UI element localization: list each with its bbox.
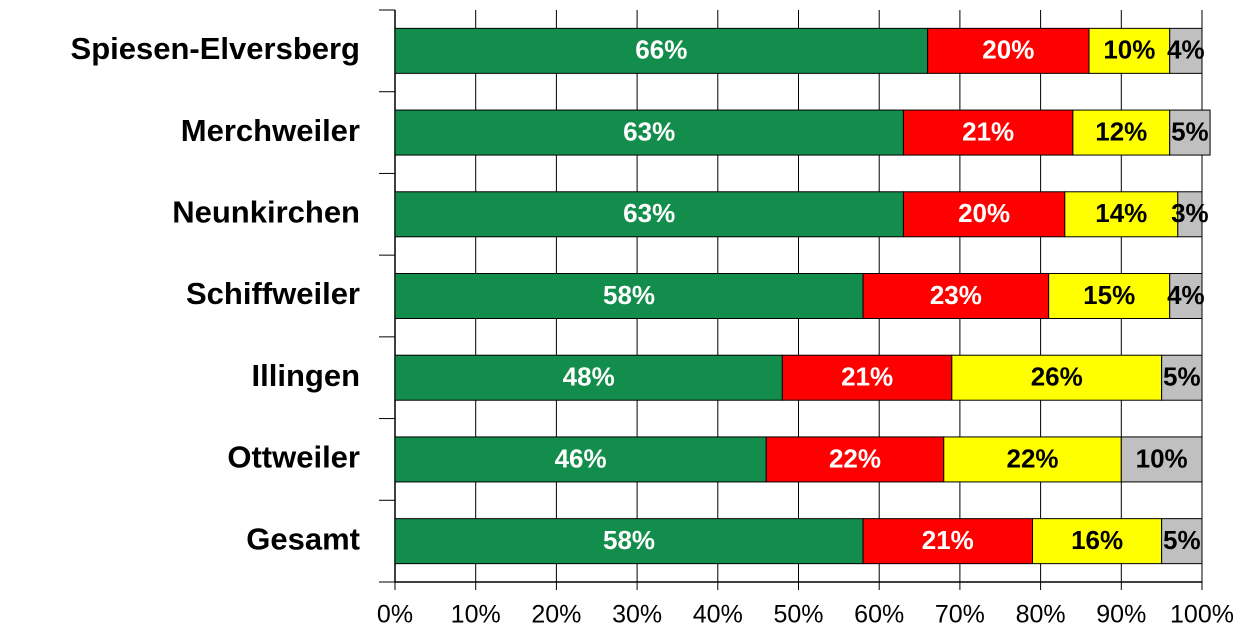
x-tick-label: 10% <box>451 601 501 629</box>
value-label: 58% <box>603 280 655 310</box>
x-tick-label: 60% <box>854 601 904 629</box>
value-label: 12% <box>1095 116 1147 146</box>
value-label: 15% <box>1083 280 1135 310</box>
value-label: 22% <box>1007 443 1059 473</box>
category-label: Schiffweiler <box>186 276 360 311</box>
value-label: 46% <box>555 443 607 473</box>
bar-segment <box>1169 109 1211 156</box>
value-label: 21% <box>922 525 974 555</box>
x-tick-label: 20% <box>531 601 581 629</box>
category-label: Spiesen-Elversberg <box>71 31 360 66</box>
value-label: 10% <box>1103 35 1155 65</box>
value-label: 63% <box>623 116 675 146</box>
value-label: 21% <box>962 116 1014 146</box>
bar-segment <box>927 27 1090 74</box>
category-label: Merchweiler <box>181 113 360 148</box>
bar-segment <box>943 436 1122 483</box>
category-label: Neunkirchen <box>172 194 360 229</box>
value-label: 20% <box>958 198 1010 228</box>
bar-segment <box>394 354 783 401</box>
bar-segment <box>1120 436 1203 483</box>
x-tick-label: 30% <box>612 601 662 629</box>
bar-segment <box>394 436 767 483</box>
bar-segment <box>1064 191 1179 238</box>
x-tick-label: 80% <box>1016 601 1066 629</box>
bar-segment <box>1032 518 1163 565</box>
value-label: 10% <box>1136 443 1188 473</box>
x-tick-label: 90% <box>1096 601 1146 629</box>
value-label: 5% <box>1163 362 1201 392</box>
value-label: 4% <box>1167 280 1205 310</box>
bar-segment <box>394 109 904 156</box>
bar-segment <box>1169 27 1203 74</box>
value-label: 66% <box>635 35 687 65</box>
value-label: 5% <box>1171 116 1209 146</box>
bar-segment <box>765 436 945 483</box>
bar-segment <box>394 27 929 74</box>
bar-segment <box>1088 27 1171 74</box>
value-label: 22% <box>829 443 881 473</box>
value-label: 26% <box>1031 362 1083 392</box>
category-label: Gesamt <box>246 521 360 556</box>
x-tick-label: 40% <box>693 601 743 629</box>
bar-segment <box>1161 354 1203 401</box>
bar-segment <box>1072 109 1171 156</box>
value-label: 63% <box>623 198 675 228</box>
category-label: Illingen <box>252 358 361 393</box>
bar-segment <box>1161 518 1203 565</box>
bar-segment <box>1177 191 1203 238</box>
value-label: 58% <box>603 525 655 555</box>
x-tick-label: 100% <box>1170 601 1234 629</box>
value-label: 14% <box>1095 198 1147 228</box>
value-label: 4% <box>1167 35 1205 65</box>
value-label: 20% <box>982 35 1034 65</box>
x-tick-label: 70% <box>935 601 985 629</box>
value-label: 21% <box>841 362 893 392</box>
value-label: 48% <box>563 362 615 392</box>
category-label: Ottweiler <box>227 440 360 475</box>
bar-segment <box>394 518 864 565</box>
bar-segment <box>1169 273 1203 319</box>
bar-segment <box>1048 273 1171 319</box>
value-label: 23% <box>930 280 982 310</box>
x-tick-label: 0% <box>377 601 413 629</box>
value-label: 16% <box>1071 525 1123 555</box>
bar-segment <box>902 109 1074 156</box>
x-tick-label: 50% <box>773 601 823 629</box>
value-label: 3% <box>1171 198 1209 228</box>
bar-segment <box>862 518 1034 565</box>
bar-segment <box>781 354 953 401</box>
value-label: 5% <box>1163 525 1201 555</box>
